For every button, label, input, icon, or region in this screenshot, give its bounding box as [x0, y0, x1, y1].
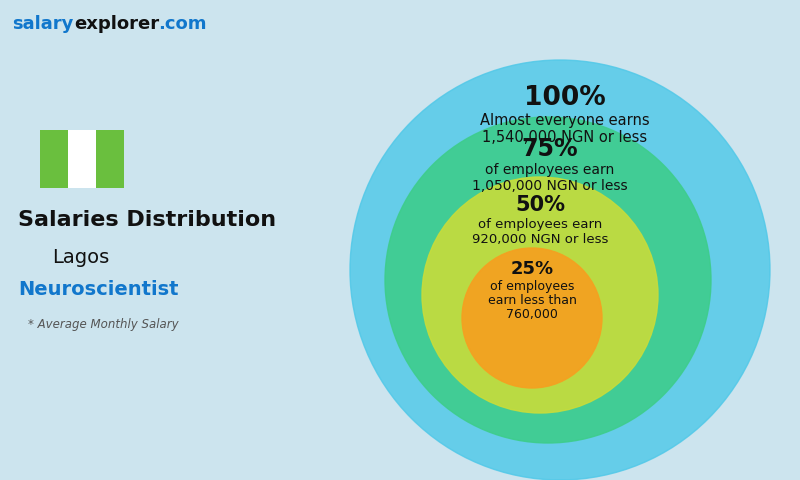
Text: 760,000: 760,000	[506, 308, 558, 321]
Text: 1,050,000 NGN or less: 1,050,000 NGN or less	[472, 179, 628, 193]
Text: salary: salary	[12, 15, 74, 33]
Text: 25%: 25%	[510, 260, 554, 278]
Text: 100%: 100%	[524, 85, 606, 111]
Text: 50%: 50%	[515, 195, 565, 215]
Circle shape	[385, 117, 711, 443]
Bar	[96, 130, 124, 188]
Circle shape	[422, 177, 658, 413]
Text: * Average Monthly Salary: * Average Monthly Salary	[28, 318, 178, 331]
Bar	[40, 130, 68, 188]
Bar	[68, 130, 96, 188]
Text: of employees earn: of employees earn	[478, 218, 602, 231]
Text: 1,540,000 NGN or less: 1,540,000 NGN or less	[482, 130, 647, 145]
Text: Lagos: Lagos	[52, 248, 110, 267]
Circle shape	[350, 60, 770, 480]
Text: explorer: explorer	[74, 15, 159, 33]
Text: Almost everyone earns: Almost everyone earns	[480, 113, 650, 128]
Text: 75%: 75%	[522, 137, 578, 161]
Text: .com: .com	[158, 15, 206, 33]
Text: of employees: of employees	[490, 280, 574, 293]
Text: Salaries Distribution: Salaries Distribution	[18, 210, 276, 230]
Text: 920,000 NGN or less: 920,000 NGN or less	[472, 233, 608, 246]
Text: Neuroscientist: Neuroscientist	[18, 280, 178, 299]
Text: of employees earn: of employees earn	[486, 163, 614, 177]
Circle shape	[462, 248, 602, 388]
Text: earn less than: earn less than	[487, 294, 577, 307]
